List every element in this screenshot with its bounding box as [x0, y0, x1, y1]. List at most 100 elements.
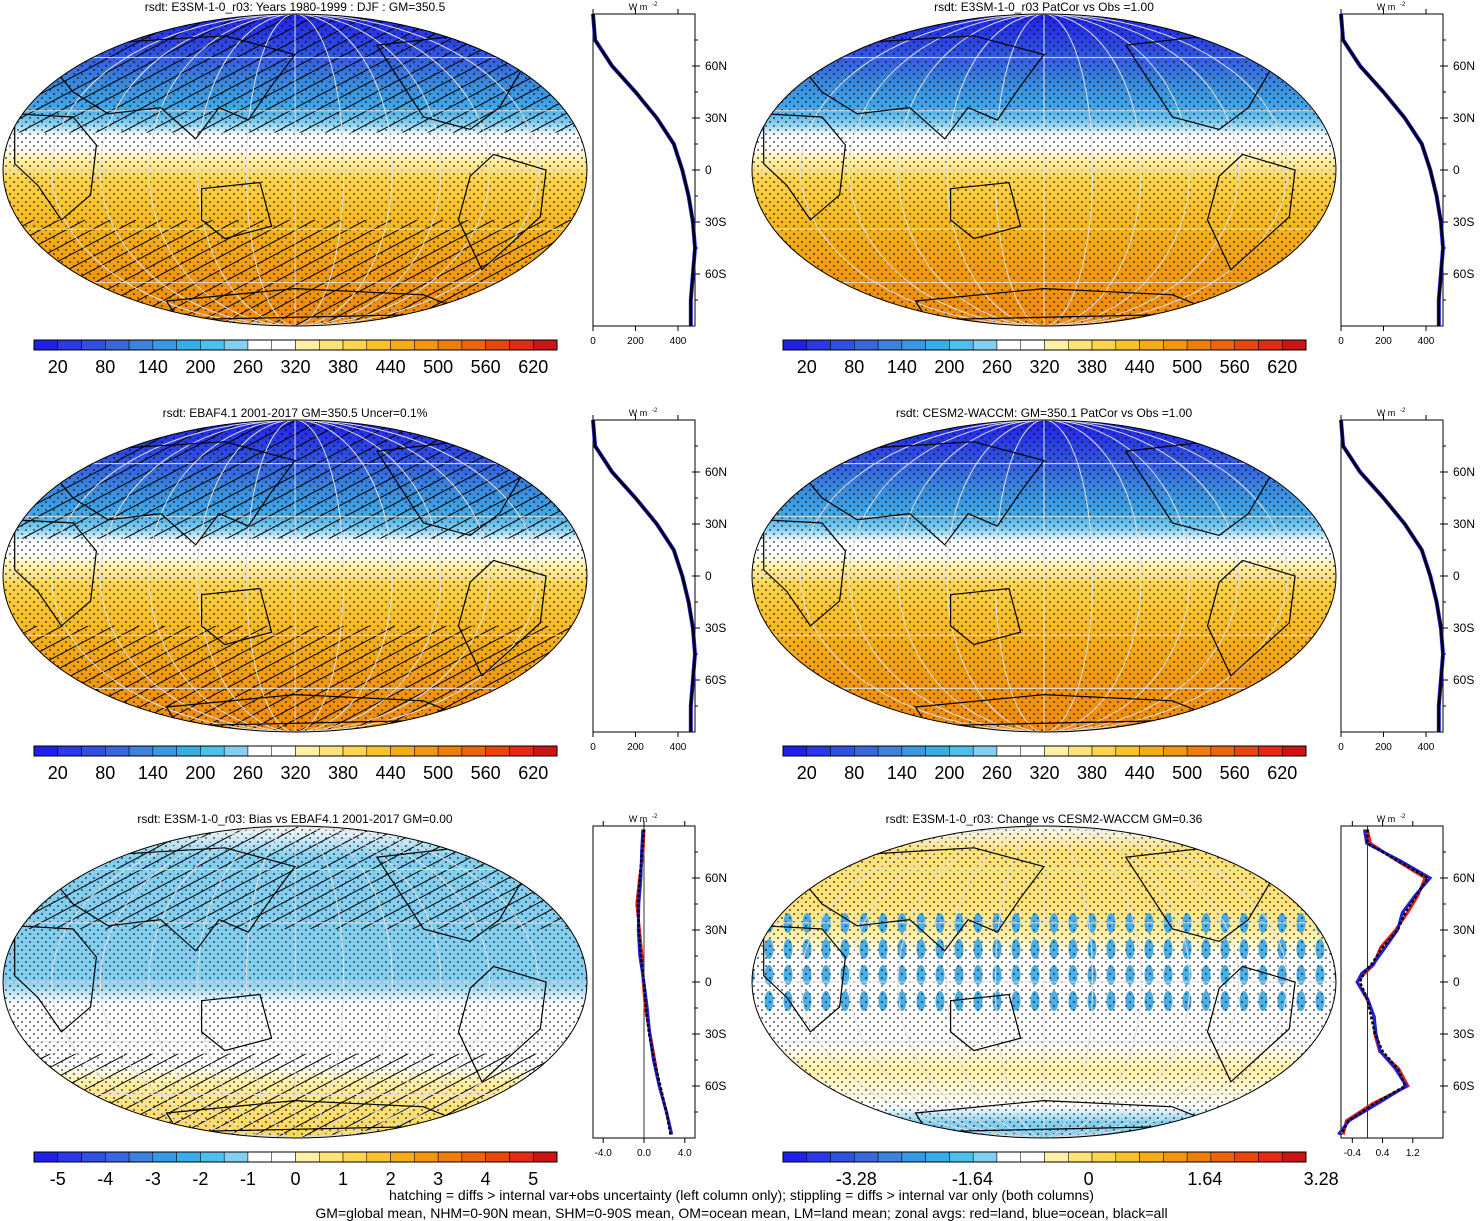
value-tick-label: 0: [1338, 742, 1344, 753]
colorbar-swatch: [366, 745, 391, 757]
colorbar-tick-label: -3: [145, 1169, 161, 1189]
map-panel-3: rsdt: EBAF4.1 2001-2017 GM=350.5 Uncer=0…: [2, 406, 588, 733]
value-tick-label: 400: [670, 336, 687, 347]
colorbar-swatch: [782, 745, 808, 757]
zonal-mean-panel-5: 60N 30N 0 30S 60S -4.0 0.0 4.0 W m -2: [592, 814, 727, 1159]
colorbar-tick-label: 380: [328, 763, 358, 783]
colorbar-swatch: [33, 745, 59, 757]
value-tick-label: 200: [1375, 742, 1392, 753]
coastline: [950, 993, 1022, 1052]
zonal-curve-all: [1339, 13, 1445, 326]
colorbar-swatch: [1044, 1151, 1069, 1163]
colorbar-swatch: [532, 339, 558, 351]
colorbar-swatch: [105, 1151, 130, 1163]
colorbar-swatch: [57, 339, 82, 351]
coastline: [48, 441, 297, 546]
coastline: [1206, 153, 1296, 271]
colorbar-tick-label: 80: [844, 357, 864, 377]
coastline: [457, 153, 547, 271]
value-tick-label: 400: [1418, 742, 1435, 753]
colorbar-swatch: [200, 339, 225, 351]
value-tick-label: -0.4: [1344, 1148, 1362, 1159]
colorbar-swatch: [437, 1151, 463, 1163]
map-border: [751, 419, 1337, 733]
colorbar-tick-label: 620: [518, 357, 548, 377]
map-border: [751, 13, 1337, 327]
colorbar-swatch: [342, 745, 368, 757]
lat-tick-label: 0: [705, 975, 712, 989]
zonal-curve-all: [1339, 829, 1430, 1136]
coastline: [763, 113, 847, 221]
coastline: [457, 965, 547, 1083]
colorbar-frame: [782, 1151, 1307, 1163]
colorbar-swatch: [854, 339, 879, 351]
colorbar-swatch: [901, 1151, 926, 1163]
colorbar-tick-label: 440: [1125, 357, 1155, 377]
lat-tick-label: 60S: [705, 267, 726, 281]
value-tick-label: 0: [590, 336, 596, 347]
colorbar-5: -5 -4 -3 -2 -1 0 1 2 3 4 5: [33, 1151, 558, 1189]
colorbar-swatch: [57, 1151, 82, 1163]
zonal-mean-panel-1: 60N 30N 0 30S 60S 0 200 400 W m -2: [590, 2, 727, 347]
colorbar-swatch: [925, 1151, 950, 1163]
lat-tick-label: 30S: [705, 215, 726, 229]
colorbar-swatch: [485, 745, 510, 757]
colorbar-4: 20 80 140 200 260 320 380 440 500 560 620: [782, 745, 1307, 783]
colorbar-tick-label: 200: [185, 763, 215, 783]
unit-label: W m: [1377, 2, 1396, 12]
colorbar-swatch: [295, 745, 320, 757]
lat-tick-label: 60N: [1453, 59, 1475, 73]
colorbar-swatch: [1091, 745, 1117, 757]
colorbar-swatch: [854, 1151, 879, 1163]
lat-tick-label: 0: [705, 569, 712, 583]
colorbar-swatch: [806, 745, 831, 757]
colorbar-1: 20 80 140 200 260 320 380 440 500 560 620: [33, 339, 558, 377]
colorbar-3: 20 80 140 200 260 320 380 440 500 560 620: [33, 745, 558, 783]
colorbar-tick-label: 320: [1029, 357, 1059, 377]
colorbar-swatch: [223, 1151, 249, 1163]
unit-label-exponent: -2: [652, 2, 658, 8]
lat-tick-label: 30N: [705, 517, 727, 531]
map-panel-6: rsdt: E3SM-1-0_r03: Change vs CESM2-WACC…: [751, 812, 1337, 1139]
colorbar-tick-label: 560: [1220, 763, 1250, 783]
value-tick-label: 200: [627, 336, 644, 347]
coastline: [457, 559, 547, 677]
colorbar-tick-label: 380: [1077, 357, 1107, 377]
map-panel-4: rsdt: CESM2-WACCM: GM=350.1 PatCor vs Ob…: [751, 406, 1337, 733]
colorbar-swatch: [81, 1151, 106, 1163]
colorbar-swatch: [461, 1151, 486, 1163]
lat-tick-label: 60S: [1453, 267, 1474, 281]
zonal-mean-panel-4: 60N 30N 0 30S 60S 0 200 400 W m -2: [1338, 408, 1475, 753]
coastline: [14, 925, 98, 1033]
colorbar-swatch: [1210, 339, 1235, 351]
colorbar-swatch: [1281, 745, 1307, 757]
colorbar-tick-label: 620: [1267, 763, 1297, 783]
lat-tick-label: 60N: [705, 59, 727, 73]
colorbar-swatch: [485, 1151, 510, 1163]
lat-tick-label: 60S: [1453, 1079, 1474, 1093]
colorbar-swatch: [247, 1151, 272, 1163]
panel-title: rsdt: E3SM-1-0_r03: Change vs CESM2-WACC…: [886, 812, 1203, 826]
coastline: [950, 181, 1022, 240]
colorbar-swatch: [1044, 745, 1069, 757]
value-tick-label: 1.2: [1406, 1148, 1420, 1159]
panel-title: rsdt: E3SM-1-0_r03: Years 1980-1999 : DJ…: [145, 0, 446, 14]
lat-tick-label: 0: [1453, 569, 1460, 583]
unit-label: W m: [629, 814, 648, 824]
colorbar-swatch: [509, 1151, 534, 1163]
colorbar-swatch: [532, 745, 558, 757]
colorbar-tick-label: 1: [338, 1169, 348, 1189]
colorbar-swatch: [152, 339, 177, 351]
coastline: [763, 925, 847, 1033]
colorbar-swatch: [901, 745, 926, 757]
colorbar-tick-label: 260: [982, 357, 1012, 377]
coastline: [14, 113, 98, 221]
colorbar-swatch: [996, 745, 1021, 757]
colorbar-tick-label: 380: [1077, 763, 1107, 783]
colorbar-swatch: [877, 1151, 903, 1163]
lat-tick-label: 60N: [1453, 465, 1475, 479]
colorbar-swatch: [1115, 339, 1140, 351]
colorbar-tick-label: 440: [1125, 763, 1155, 783]
panel-title: rsdt: E3SM-1-0_r03 PatCor vs Obs =1.00: [934, 0, 1154, 14]
